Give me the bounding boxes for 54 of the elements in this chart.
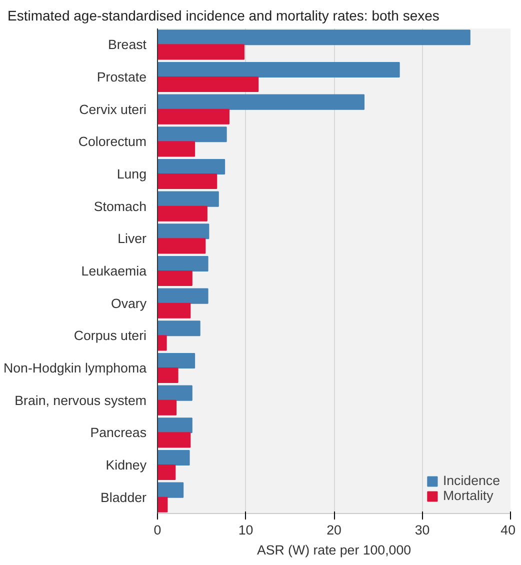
bar <box>158 76 259 92</box>
x-tick-label: 30 <box>414 522 430 538</box>
bar <box>158 464 176 480</box>
bar <box>158 174 218 190</box>
bar <box>158 94 365 110</box>
bar <box>158 352 196 368</box>
bar <box>158 256 208 272</box>
y-tick-label: Cervix uteri <box>79 102 147 117</box>
x-tick-label: 40 <box>500 522 516 538</box>
y-tick-label: Colorectum <box>78 134 147 150</box>
bar <box>158 400 177 416</box>
bar <box>158 224 210 240</box>
bar <box>158 44 244 60</box>
y-tick-label: Bladder <box>100 490 148 505</box>
bar <box>158 238 206 254</box>
x-tick-label: 10 <box>238 522 254 538</box>
bar <box>158 496 168 512</box>
y-tick-label: Kidney <box>106 458 147 472</box>
bar <box>158 418 192 434</box>
y-tick-label: Prostate <box>96 70 147 84</box>
bar <box>158 288 208 304</box>
y-tick-label: Non-Hodgkin lymphoma <box>4 360 148 376</box>
y-tick-label: Stomach <box>94 198 147 214</box>
bar <box>158 335 167 351</box>
bar <box>158 368 178 384</box>
bar <box>158 302 191 318</box>
bar <box>158 30 470 46</box>
bar <box>158 450 190 466</box>
bar <box>158 62 400 78</box>
x-tick-label: 20 <box>326 522 342 538</box>
bar <box>158 158 226 174</box>
y-tick-label: Leukaemia <box>81 264 148 278</box>
x-axis-title: ASR (W) rate per 100,000 <box>256 542 412 558</box>
bar <box>158 482 184 498</box>
y-tick-label: Pancreas <box>90 425 147 440</box>
y-tick-label: Lung <box>116 166 147 182</box>
bar <box>158 270 192 286</box>
y-tick-label: Corpus uteri <box>74 328 147 344</box>
x-tick-label: 0 <box>154 522 162 538</box>
bar <box>158 108 230 124</box>
bar <box>158 432 191 448</box>
bar <box>158 206 208 222</box>
y-tick-label: Breast <box>108 37 147 52</box>
y-tick-label: Ovary <box>110 296 147 311</box>
chart-title: Estimated age-standardised incidence and mortality rates: both sexes <box>8 8 440 24</box>
y-tick-label: Brain, nervous system <box>14 392 147 408</box>
y-tick-label: Liver <box>118 231 148 246</box>
bar <box>158 320 200 336</box>
bar <box>158 141 196 157</box>
bar <box>158 191 219 207</box>
legend-label: Mortality <box>442 488 494 503</box>
legend-label: Incidence <box>442 473 500 488</box>
bar <box>158 385 192 401</box>
bar <box>158 126 227 142</box>
